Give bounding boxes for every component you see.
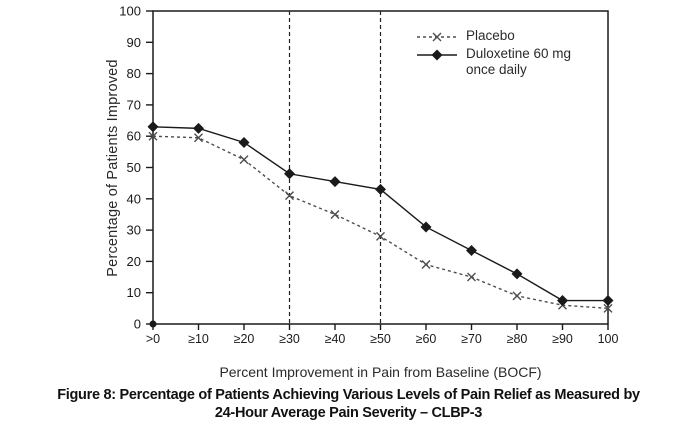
y-tick-label-40: 40 xyxy=(127,191,141,206)
x-tick-label-3: ≥30 xyxy=(279,332,300,346)
x-marker-4 xyxy=(330,209,340,219)
diamond-marker-4 xyxy=(329,176,341,188)
y-tick-label-10: 10 xyxy=(127,285,141,300)
y-tick-label-50: 50 xyxy=(127,160,141,175)
x-tick-label-1: ≥10 xyxy=(188,332,209,346)
diamond-marker-0 xyxy=(147,121,159,133)
legend-item-duloxetine: Duloxetine 60 mg once daily xyxy=(416,46,571,78)
x-marker-0 xyxy=(148,131,158,141)
placebo-line-sample xyxy=(417,32,457,42)
x-axis-title: Percent Improvement in Pain from Baselin… xyxy=(219,364,542,380)
y-tick-label-0: 0 xyxy=(134,317,141,332)
duloxetine-line-sample xyxy=(417,49,457,61)
x-tick-label-2: ≥20 xyxy=(234,332,255,346)
x-marker-8 xyxy=(512,291,522,301)
x-marker-5 xyxy=(376,231,385,241)
diamond-marker-6 xyxy=(420,221,432,233)
diamond-marker-9 xyxy=(557,295,568,307)
diamond-marker-10 xyxy=(602,295,614,307)
x-tick-label-8: ≥80 xyxy=(507,332,528,346)
y-tick-label-80: 80 xyxy=(127,66,141,81)
diamond-marker-2 xyxy=(238,136,250,148)
x-tick-label-6: ≥60 xyxy=(416,332,437,346)
x-marker-1 xyxy=(194,133,203,143)
x-marker-6 xyxy=(421,260,431,270)
diamond-marker-7 xyxy=(466,244,477,256)
legend-item-placebo: Placebo xyxy=(416,28,571,44)
y-tick-label-100: 100 xyxy=(119,4,141,19)
x-tick-label-9: ≥90 xyxy=(552,332,573,346)
diamond-marker-icon xyxy=(431,49,443,61)
x-marker-7 xyxy=(467,272,476,282)
legend-label-duloxetine-line2: once daily xyxy=(466,62,527,77)
x-marker-10 xyxy=(603,303,613,313)
figure-caption: Figure 8: Percentage of Patients Achievi… xyxy=(0,386,697,422)
x-marker-icon xyxy=(432,32,442,42)
x-tick-label-5: ≥50 xyxy=(370,332,391,346)
x-tick-label-7: ≥70 xyxy=(461,332,482,346)
x-tick-label-4: ≥40 xyxy=(325,332,346,346)
x-marker-3 xyxy=(285,191,294,201)
y-tick-label-60: 60 xyxy=(127,129,141,144)
diamond-marker-3 xyxy=(284,168,295,180)
diamond-marker-8 xyxy=(511,268,523,280)
diamond-marker-5 xyxy=(375,183,386,195)
chart-legend: Placebo Duloxetine 60 mg once daily xyxy=(416,28,571,78)
y-tick-label-30: 30 xyxy=(127,223,141,238)
x-tick-label-10: 100 xyxy=(598,332,619,346)
y-tick-label-20: 20 xyxy=(127,254,141,269)
y-tick-label-90: 90 xyxy=(127,35,141,50)
y-axis-title: Percentage of Patients Improved xyxy=(105,59,121,277)
figure-caption-line2: 24-Hour Average Pain Severity – CLBP-3 xyxy=(214,405,483,421)
origin-dot xyxy=(149,320,157,328)
figure-caption-line1: Figure 8: Percentage of Patients Achievi… xyxy=(57,387,640,403)
diamond-marker-1 xyxy=(193,122,204,134)
legend-label-placebo: Placebo xyxy=(466,28,515,43)
x-marker-2 xyxy=(239,155,249,165)
x-tick-label-0: >0 xyxy=(146,332,160,346)
y-tick-label-70: 70 xyxy=(127,97,141,112)
legend-label-duloxetine-line1: Duloxetine 60 mg xyxy=(466,46,572,61)
